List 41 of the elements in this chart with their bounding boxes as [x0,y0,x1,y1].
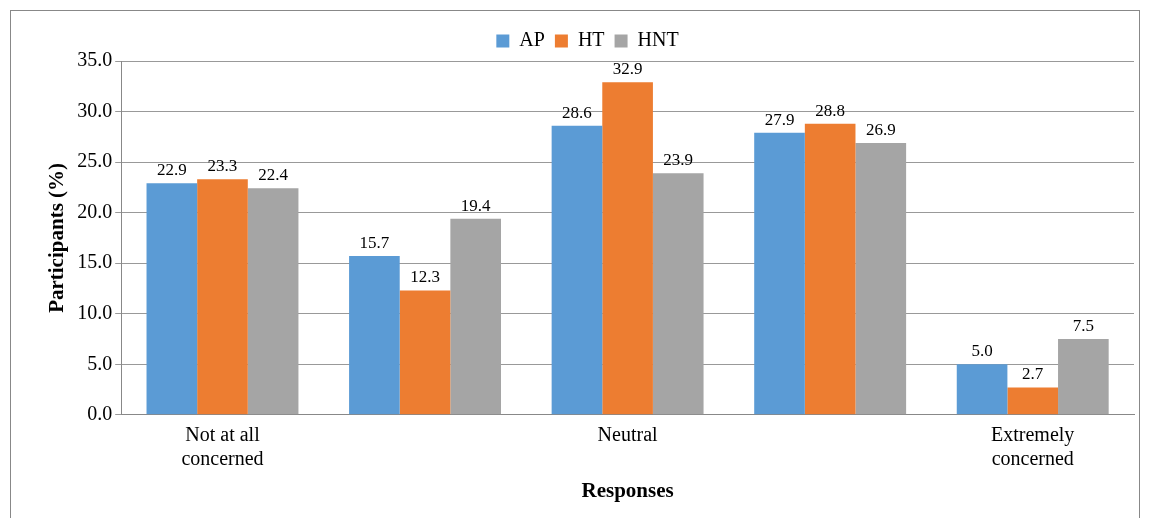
data-label: 22.9 [156,160,187,180]
data-label: 28.6 [562,102,592,122]
bar [399,290,451,415]
x-tick-label: Not at all concerned [181,423,264,470]
legend-label: AP [519,28,545,51]
x-tick-label: Neutral [597,423,659,446]
y-tick-label: 20.0 [77,199,113,222]
y-axis-title: Participants (%) [44,162,69,313]
bar [754,132,805,415]
x-axis-title: Responses [581,477,674,502]
data-label: 28.8 [815,100,846,120]
bar [551,125,603,415]
data-label: 27.9 [764,109,795,129]
y-tick-label: 15.0 [77,250,113,273]
data-label: 26.9 [865,119,896,139]
data-label: 23.3 [207,156,238,176]
bar [1007,387,1059,415]
data-label: 12.3 [410,267,440,287]
bar [804,123,856,415]
legend-label: HT [577,28,605,51]
data-label: 2.7 [1022,364,1044,384]
bar [146,183,198,415]
bar [197,179,248,415]
y-tick-label: 35.0 [77,48,113,71]
data-label: 19.4 [460,195,492,215]
y-tick-label: 0.0 [87,402,113,425]
data-label: 23.9 [663,150,694,170]
bar [956,364,1008,415]
bar [602,82,653,415]
data-label: 15.7 [359,233,390,253]
x-tick-label: Extremely concerned [991,423,1075,470]
legend-label: HNT [637,28,679,51]
bar [349,256,400,415]
y-tick-label: 5.0 [87,351,113,374]
data-label: 32.9 [612,59,643,79]
data-label: 22.4 [258,165,289,185]
data-label: 7.5 [1072,315,1094,335]
y-tick-label: 25.0 [77,149,113,172]
data-label: 5.0 [971,341,993,361]
y-tick-label: 10.0 [77,300,113,323]
y-tick-label: 30.0 [77,98,113,121]
